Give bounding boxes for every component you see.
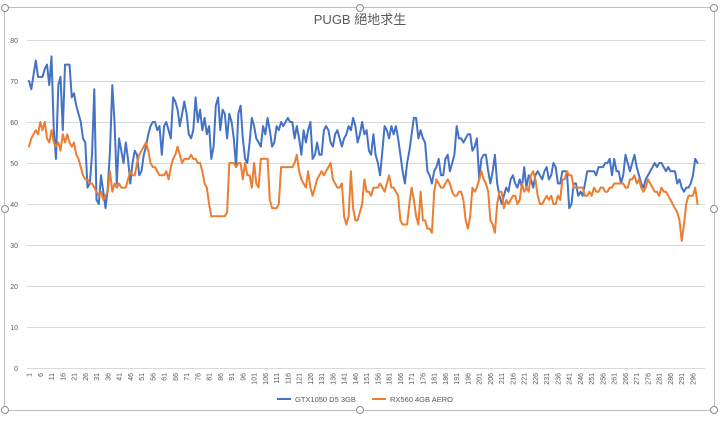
y-tick-label: 30 bbox=[10, 243, 18, 250]
x-tick-label: 256 bbox=[601, 373, 608, 385]
x-tick-label: 161 bbox=[387, 373, 394, 385]
y-tick-label: 10 bbox=[10, 325, 18, 332]
resize-handle[interactable] bbox=[710, 205, 718, 213]
x-tick-label: 151 bbox=[364, 373, 371, 385]
resize-handle[interactable] bbox=[1, 205, 9, 213]
x-tick-label: 141 bbox=[342, 373, 349, 385]
resize-handle[interactable] bbox=[710, 406, 718, 414]
x-tick-label: 121 bbox=[297, 373, 304, 385]
x-tick-label: 51 bbox=[139, 373, 146, 381]
x-tick-label: 71 bbox=[184, 373, 191, 381]
y-tick-label: 40 bbox=[10, 202, 18, 209]
x-tick-label: 186 bbox=[443, 373, 450, 385]
legend-label: GTX1050 D5 3GB bbox=[295, 395, 356, 404]
chart-frame[interactable] bbox=[4, 7, 715, 411]
x-tick-label: 1 bbox=[27, 373, 34, 377]
x-tick-label: 261 bbox=[612, 373, 619, 385]
x-tick-label: 106 bbox=[263, 373, 270, 385]
x-tick-label: 226 bbox=[533, 373, 540, 385]
resize-handle[interactable] bbox=[1, 4, 9, 12]
x-tick-label: 166 bbox=[398, 373, 405, 385]
y-tick-label: 80 bbox=[10, 38, 18, 45]
x-tick-label: 41 bbox=[117, 373, 124, 381]
resize-handle[interactable] bbox=[356, 4, 364, 12]
y-tick-label: 70 bbox=[10, 79, 18, 86]
x-tick-label: 96 bbox=[240, 373, 247, 381]
x-tick-label: 206 bbox=[488, 373, 495, 385]
x-tick-label: 196 bbox=[465, 373, 472, 385]
series-layer bbox=[28, 55, 699, 242]
x-tick-label: 281 bbox=[657, 373, 664, 385]
x-tick-label: 126 bbox=[308, 373, 315, 385]
x-tick-label: 156 bbox=[375, 373, 382, 385]
x-tick-label: 31 bbox=[94, 373, 101, 381]
x-tick-label: 6 bbox=[38, 373, 45, 377]
x-tick-label: 271 bbox=[634, 373, 641, 385]
y-tick-label: 0 bbox=[14, 366, 18, 373]
x-axis-ticks: 1 6 11 16 21 26 31 36 41 46 51 56 61 66 71 76 81 86 91 96 10… bbox=[27, 373, 698, 385]
y-tick-label: 60 bbox=[10, 120, 18, 127]
x-tick-label: 61 bbox=[162, 373, 169, 381]
chart-title: PUGB 絕地求生 bbox=[314, 12, 406, 27]
legend[interactable]: GTX1050 D5 3GB RX560 4GB AERO bbox=[277, 395, 453, 404]
x-tick-label: 26 bbox=[83, 373, 90, 381]
x-tick-label: 56 bbox=[150, 373, 157, 381]
x-tick-label: 296 bbox=[691, 373, 698, 385]
x-tick-label: 86 bbox=[218, 373, 225, 381]
x-tick-label: 16 bbox=[60, 373, 67, 381]
x-tick-label: 266 bbox=[623, 373, 630, 385]
x-tick-label: 276 bbox=[646, 373, 653, 385]
resize-handle[interactable] bbox=[710, 4, 718, 12]
x-tick-label: 216 bbox=[510, 373, 517, 385]
x-tick-label: 36 bbox=[105, 373, 112, 381]
x-tick-label: 241 bbox=[567, 373, 574, 385]
series-line-rx560[interactable] bbox=[28, 121, 699, 242]
x-tick-label: 211 bbox=[499, 373, 506, 384]
x-tick-label: 286 bbox=[668, 373, 675, 385]
x-tick-label: 101 bbox=[252, 373, 259, 385]
x-tick-label: 181 bbox=[432, 373, 439, 385]
resize-handle[interactable] bbox=[1, 406, 9, 414]
x-tick-label: 66 bbox=[173, 373, 180, 381]
resize-handles bbox=[1, 4, 718, 414]
legend-label: RX560 4GB AERO bbox=[390, 395, 453, 404]
x-tick-label: 176 bbox=[420, 373, 427, 385]
x-tick-label: 291 bbox=[679, 373, 686, 385]
x-tick-label: 201 bbox=[477, 373, 484, 385]
x-tick-label: 46 bbox=[128, 373, 135, 381]
x-tick-label: 146 bbox=[353, 373, 360, 385]
y-axis-ticks: 0 10 20 30 40 50 60 70 80 bbox=[10, 38, 18, 373]
x-tick-label: 76 bbox=[195, 373, 202, 381]
x-tick-label: 171 bbox=[409, 373, 416, 385]
x-tick-label: 191 bbox=[454, 373, 461, 385]
x-tick-label: 11 bbox=[49, 373, 56, 380]
x-tick-label: 91 bbox=[229, 373, 236, 381]
x-tick-label: 251 bbox=[589, 373, 596, 385]
y-tick-label: 50 bbox=[10, 161, 18, 168]
x-tick-label: 236 bbox=[555, 373, 562, 385]
x-tick-label: 221 bbox=[522, 373, 529, 385]
x-tick-label: 111 bbox=[274, 373, 281, 384]
x-tick-label: 246 bbox=[578, 373, 585, 385]
x-tick-label: 131 bbox=[319, 373, 326, 385]
y-tick-label: 20 bbox=[10, 284, 18, 291]
x-tick-label: 81 bbox=[207, 373, 214, 381]
x-tick-label: 231 bbox=[544, 373, 551, 385]
x-tick-label: 116 bbox=[285, 373, 292, 384]
series-line-gtx1050[interactable] bbox=[28, 55, 699, 210]
resize-handle[interactable] bbox=[356, 406, 364, 414]
x-tick-label: 21 bbox=[72, 373, 79, 381]
grid-layer bbox=[27, 40, 705, 369]
x-tick-label: 136 bbox=[330, 373, 337, 385]
